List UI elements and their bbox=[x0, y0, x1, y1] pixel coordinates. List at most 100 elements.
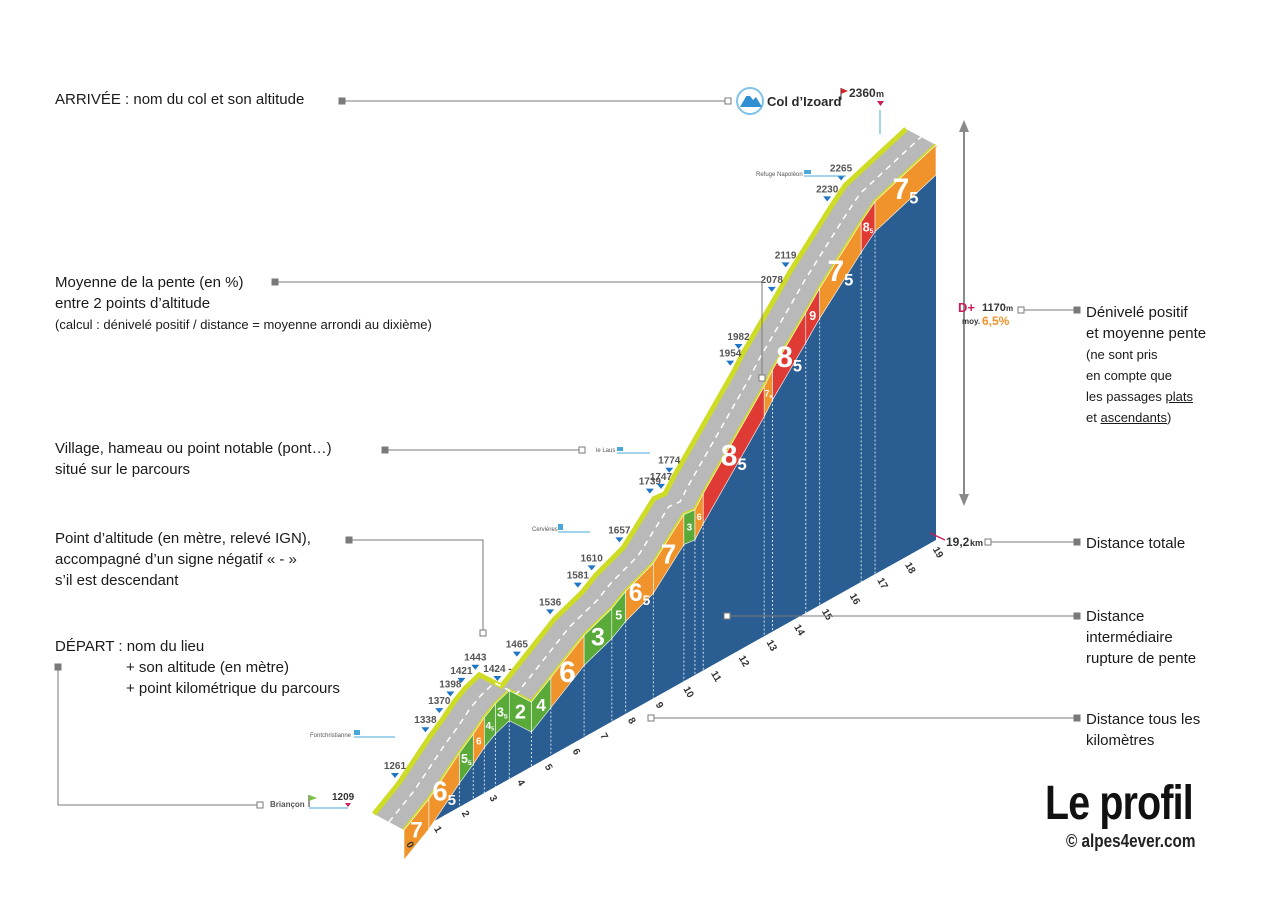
km-tick-label: 12 bbox=[736, 654, 751, 670]
gradient-label: 35 bbox=[497, 706, 508, 721]
altitude-label: 1774 bbox=[658, 456, 681, 467]
annotation-distance-totale: Distance totale bbox=[1086, 533, 1185, 554]
altitude-marker-icon bbox=[421, 727, 430, 733]
km-tick-label: 8 bbox=[625, 716, 638, 727]
altitude-marker-icon bbox=[726, 360, 735, 366]
summit-badge: Col d’Izoard 2360 m bbox=[736, 86, 884, 115]
annotation-point-line3: s’il est descendant bbox=[55, 572, 179, 589]
altitude-label: 1424 - bbox=[483, 664, 511, 675]
annotation-deniv-line5b: plats bbox=[1165, 389, 1193, 404]
annotation-deniv-line1: Dénivelé positif bbox=[1086, 304, 1188, 321]
start-name: Briançon bbox=[270, 800, 305, 809]
altitude-marker-icon bbox=[546, 609, 555, 615]
stats-block: D+ 1170 m moy. 6,5% bbox=[958, 300, 1013, 328]
landmark-refuge: Refuge Napoléon bbox=[756, 172, 803, 178]
altitude-label: 1739 bbox=[639, 477, 662, 488]
altitude-label: 1581 bbox=[567, 571, 590, 582]
km-tick-label: 18 bbox=[902, 561, 917, 577]
altitude-label: 1954 bbox=[719, 349, 742, 360]
annotation-deniv-line6b: ascendants bbox=[1100, 410, 1167, 425]
altitude-label: 1261 bbox=[384, 761, 407, 772]
start-altitude: 1209 bbox=[332, 792, 355, 803]
altitude-marker-icon bbox=[573, 582, 582, 588]
annotation-deniv-line4: en compte que bbox=[1086, 368, 1173, 383]
annotation-depart-line2: + son altitude (en mètre) bbox=[126, 659, 290, 676]
annotation-arrivee: ARRIVÉE : nom du col et son altitude bbox=[55, 89, 304, 110]
landmarks: Refuge Napoléon le Laus Cervières Fontch… bbox=[310, 170, 846, 739]
gradient-label: 85 bbox=[863, 220, 874, 235]
avg-value: 6,5% bbox=[982, 314, 1010, 328]
annotation-depart-line3: + point kilométrique du parcours bbox=[126, 680, 340, 697]
gradient-label: 6 bbox=[476, 736, 482, 747]
altitude-marker-icon bbox=[734, 343, 743, 349]
km-tick-label: 3 bbox=[487, 793, 500, 804]
altitude-marker-icon bbox=[390, 773, 399, 779]
annotation-village-line2: situé sur le parcours bbox=[55, 461, 191, 478]
road-center-line bbox=[388, 136, 922, 823]
gradient-label: 85 bbox=[776, 341, 802, 375]
km-tick-label: 0 bbox=[403, 840, 416, 851]
gradient-label: 9 bbox=[809, 309, 816, 323]
landmark-le-laus: le Laus bbox=[596, 448, 615, 454]
altitude-label: 1747 bbox=[650, 472, 673, 483]
altitude-marker-icon bbox=[457, 677, 466, 683]
annotation-deniv-line6c: ) bbox=[1166, 410, 1172, 425]
altitude-marker-icon bbox=[493, 676, 502, 682]
annotation-village: Village, hameau ou point notable (pont…)… bbox=[55, 438, 332, 480]
gradient-label: 3 bbox=[687, 523, 693, 534]
altitude-label: 1982 bbox=[727, 332, 750, 343]
building-icon bbox=[617, 447, 623, 451]
annotation-pente-line3: (calcul : dénivelé positif / distance = … bbox=[55, 317, 432, 332]
km-tick-label: 5 bbox=[542, 762, 555, 773]
dplus-label: D+ bbox=[958, 300, 975, 315]
brand-title: Le profil bbox=[1045, 777, 1194, 830]
altitude-marker-icon bbox=[471, 664, 480, 670]
gradient-label: 55 bbox=[461, 752, 472, 767]
altitude-marker-icon bbox=[665, 467, 674, 473]
elevation-arrow bbox=[959, 120, 969, 506]
gradient-label: 5 bbox=[615, 608, 622, 622]
km-tick-label: 14 bbox=[791, 623, 806, 639]
annotation-deniv-line5a: les passages bbox=[1086, 389, 1166, 404]
altitude-label: 1421 bbox=[450, 666, 473, 677]
annotation-dist-km-line2: kilomètres bbox=[1086, 732, 1155, 749]
annotation-point: Point d’altitude (en mètre, relevé IGN),… bbox=[55, 528, 311, 591]
gradient-label: 45 bbox=[486, 721, 495, 732]
annotation-dist-km-line1: Distance tous les bbox=[1086, 711, 1201, 728]
annotation-deniv-line2: et moyenne pente bbox=[1086, 325, 1207, 342]
summit-flag-icon bbox=[841, 88, 848, 94]
gradient-label: 7 bbox=[410, 817, 422, 842]
gradient-label: 7 bbox=[661, 539, 676, 570]
annotation-village-line1: Village, hameau ou point notable (pont…) bbox=[55, 440, 332, 457]
altitude-label: 2265 bbox=[830, 164, 853, 175]
dplus-unit: m bbox=[1006, 304, 1013, 313]
annotation-pente: Moyenne de la pente (en %) entre 2 point… bbox=[55, 272, 432, 335]
start-badge: Briançon 1209 bbox=[270, 792, 355, 809]
annotation-arrivee-text: ARRIVÉE : nom du col et son altitude bbox=[55, 91, 305, 108]
start-flag-icon bbox=[309, 795, 317, 801]
altitude-marker-icon bbox=[615, 537, 624, 543]
altitude-marker-icon bbox=[587, 565, 596, 571]
km-tick-label: 1 bbox=[431, 824, 444, 835]
annotation-depart: DÉPART : nom du lieu + son altitude (en … bbox=[55, 636, 340, 699]
leader-endpoints bbox=[54, 97, 1081, 809]
church-icon bbox=[558, 524, 563, 530]
annotation-deniv-line6a: et bbox=[1086, 410, 1101, 425]
gradient-segment bbox=[874, 144, 937, 233]
annotation-dist-inter-line3: rupture de pente bbox=[1086, 650, 1197, 667]
annotation-distance-intermediaire: Distance intermédiaire rupture de pente bbox=[1086, 606, 1196, 669]
gradient-label: 3 bbox=[591, 624, 605, 652]
altitude-label: 2078 bbox=[761, 275, 784, 286]
km-tick-label: 6 bbox=[570, 747, 583, 758]
altitude-marker-icon bbox=[435, 708, 444, 714]
altitude-label: 1536 bbox=[539, 597, 562, 608]
gradient-label: 75 bbox=[764, 388, 772, 399]
annotation-pente-line2: entre 2 points d’altitude bbox=[55, 295, 211, 312]
dplus-value: 1170 bbox=[982, 302, 1006, 314]
total-distance: 19,2 km bbox=[929, 532, 983, 549]
gradient-label: 2 bbox=[515, 701, 526, 723]
